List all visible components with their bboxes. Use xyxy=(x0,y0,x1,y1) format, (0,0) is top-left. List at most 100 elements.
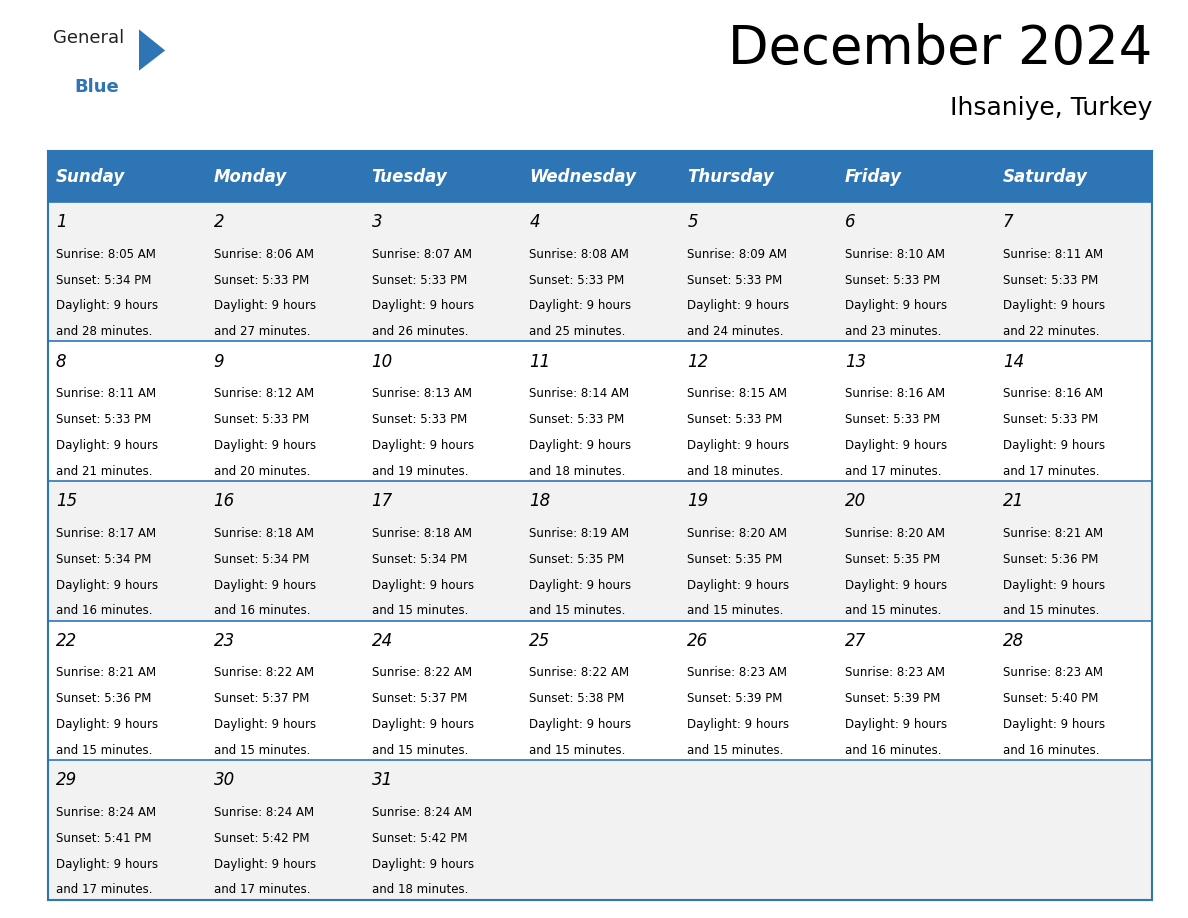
Text: and 15 minutes.: and 15 minutes. xyxy=(687,604,784,618)
Text: and 17 minutes.: and 17 minutes. xyxy=(214,883,310,897)
Text: 28: 28 xyxy=(1003,632,1024,650)
Text: Sunrise: 8:11 AM: Sunrise: 8:11 AM xyxy=(1003,248,1102,261)
Polygon shape xyxy=(139,29,165,71)
Text: Sunrise: 8:21 AM: Sunrise: 8:21 AM xyxy=(56,666,156,679)
Text: Sunset: 5:33 PM: Sunset: 5:33 PM xyxy=(845,274,940,286)
Text: Daylight: 9 hours: Daylight: 9 hours xyxy=(845,578,947,591)
Text: 5: 5 xyxy=(687,213,697,231)
Text: Sunrise: 8:24 AM: Sunrise: 8:24 AM xyxy=(372,806,472,819)
Text: 22: 22 xyxy=(56,632,77,650)
Text: and 15 minutes.: and 15 minutes. xyxy=(845,604,941,618)
Text: and 16 minutes.: and 16 minutes. xyxy=(56,604,152,618)
Text: Sunset: 5:33 PM: Sunset: 5:33 PM xyxy=(530,413,625,426)
Text: 12: 12 xyxy=(687,353,708,371)
Text: and 18 minutes.: and 18 minutes. xyxy=(372,883,468,897)
Text: Daylight: 9 hours: Daylight: 9 hours xyxy=(530,578,632,591)
Text: Sunrise: 8:20 AM: Sunrise: 8:20 AM xyxy=(687,527,788,540)
Text: 24: 24 xyxy=(372,632,393,650)
Text: Sunset: 5:36 PM: Sunset: 5:36 PM xyxy=(56,692,151,705)
Text: Sunrise: 8:19 AM: Sunrise: 8:19 AM xyxy=(530,527,630,540)
Text: Sunset: 5:33 PM: Sunset: 5:33 PM xyxy=(845,413,940,426)
Text: Sunset: 5:34 PM: Sunset: 5:34 PM xyxy=(372,553,467,565)
Text: Daylight: 9 hours: Daylight: 9 hours xyxy=(214,718,316,731)
Text: 14: 14 xyxy=(1003,353,1024,371)
Text: Daylight: 9 hours: Daylight: 9 hours xyxy=(530,718,632,731)
Text: Saturday: Saturday xyxy=(1003,168,1088,185)
Text: Blue: Blue xyxy=(75,78,120,96)
Text: 2: 2 xyxy=(214,213,225,231)
Text: Sunrise: 8:05 AM: Sunrise: 8:05 AM xyxy=(56,248,156,261)
Text: 13: 13 xyxy=(845,353,866,371)
FancyBboxPatch shape xyxy=(48,341,1152,481)
Text: Daylight: 9 hours: Daylight: 9 hours xyxy=(530,439,632,452)
Text: and 18 minutes.: and 18 minutes. xyxy=(530,465,626,478)
Text: Sunset: 5:34 PM: Sunset: 5:34 PM xyxy=(214,553,309,565)
Text: and 16 minutes.: and 16 minutes. xyxy=(214,604,310,618)
Text: Sunrise: 8:20 AM: Sunrise: 8:20 AM xyxy=(845,527,944,540)
Text: and 15 minutes.: and 15 minutes. xyxy=(687,744,784,757)
Text: Sunrise: 8:18 AM: Sunrise: 8:18 AM xyxy=(372,527,472,540)
Text: Sunset: 5:40 PM: Sunset: 5:40 PM xyxy=(1003,692,1098,705)
Text: Sunrise: 8:14 AM: Sunrise: 8:14 AM xyxy=(530,387,630,400)
Text: Sunrise: 8:22 AM: Sunrise: 8:22 AM xyxy=(372,666,472,679)
Text: Sunrise: 8:08 AM: Sunrise: 8:08 AM xyxy=(530,248,630,261)
Text: Sunrise: 8:18 AM: Sunrise: 8:18 AM xyxy=(214,527,314,540)
Text: Daylight: 9 hours: Daylight: 9 hours xyxy=(372,718,474,731)
Text: and 25 minutes.: and 25 minutes. xyxy=(530,325,626,339)
Text: Sunset: 5:36 PM: Sunset: 5:36 PM xyxy=(1003,553,1098,565)
Text: Sunrise: 8:24 AM: Sunrise: 8:24 AM xyxy=(214,806,314,819)
Text: Daylight: 9 hours: Daylight: 9 hours xyxy=(214,857,316,870)
Text: Sunset: 5:34 PM: Sunset: 5:34 PM xyxy=(56,274,151,286)
Text: 16: 16 xyxy=(214,492,235,510)
Text: Sunrise: 8:15 AM: Sunrise: 8:15 AM xyxy=(687,387,788,400)
Text: Sunset: 5:37 PM: Sunset: 5:37 PM xyxy=(372,692,467,705)
Text: 10: 10 xyxy=(372,353,393,371)
Text: Sunrise: 8:24 AM: Sunrise: 8:24 AM xyxy=(56,806,156,819)
Text: Sunday: Sunday xyxy=(56,168,125,185)
Text: Sunset: 5:33 PM: Sunset: 5:33 PM xyxy=(687,413,783,426)
Text: Sunset: 5:39 PM: Sunset: 5:39 PM xyxy=(845,692,941,705)
Text: Wednesday: Wednesday xyxy=(530,168,637,185)
Text: and 15 minutes.: and 15 minutes. xyxy=(530,744,626,757)
Text: and 15 minutes.: and 15 minutes. xyxy=(214,744,310,757)
Text: December 2024: December 2024 xyxy=(728,23,1152,75)
Text: 30: 30 xyxy=(214,771,235,789)
Text: Sunrise: 8:09 AM: Sunrise: 8:09 AM xyxy=(687,248,788,261)
Text: 31: 31 xyxy=(372,771,393,789)
Text: 29: 29 xyxy=(56,771,77,789)
Text: Sunset: 5:39 PM: Sunset: 5:39 PM xyxy=(687,692,783,705)
Text: and 15 minutes.: and 15 minutes. xyxy=(530,604,626,618)
Text: and 23 minutes.: and 23 minutes. xyxy=(845,325,941,339)
Text: and 15 minutes.: and 15 minutes. xyxy=(372,604,468,618)
Text: Daylight: 9 hours: Daylight: 9 hours xyxy=(845,718,947,731)
Text: 4: 4 xyxy=(530,213,541,231)
Text: Sunrise: 8:13 AM: Sunrise: 8:13 AM xyxy=(372,387,472,400)
Text: and 21 minutes.: and 21 minutes. xyxy=(56,465,152,478)
Text: 23: 23 xyxy=(214,632,235,650)
Text: Sunset: 5:35 PM: Sunset: 5:35 PM xyxy=(845,553,940,565)
Text: Daylight: 9 hours: Daylight: 9 hours xyxy=(845,439,947,452)
Text: 11: 11 xyxy=(530,353,550,371)
FancyBboxPatch shape xyxy=(48,151,1152,202)
Text: Tuesday: Tuesday xyxy=(372,168,447,185)
Text: and 16 minutes.: and 16 minutes. xyxy=(845,744,942,757)
Text: Sunrise: 8:16 AM: Sunrise: 8:16 AM xyxy=(845,387,946,400)
Text: 21: 21 xyxy=(1003,492,1024,510)
Text: Sunset: 5:33 PM: Sunset: 5:33 PM xyxy=(687,274,783,286)
Text: Sunrise: 8:23 AM: Sunrise: 8:23 AM xyxy=(845,666,944,679)
Text: 7: 7 xyxy=(1003,213,1013,231)
Text: Ihsaniye, Turkey: Ihsaniye, Turkey xyxy=(950,96,1152,120)
Text: Sunset: 5:33 PM: Sunset: 5:33 PM xyxy=(372,413,467,426)
Text: and 15 minutes.: and 15 minutes. xyxy=(372,744,468,757)
Text: Daylight: 9 hours: Daylight: 9 hours xyxy=(56,578,158,591)
Text: Daylight: 9 hours: Daylight: 9 hours xyxy=(687,718,789,731)
Text: Sunrise: 8:11 AM: Sunrise: 8:11 AM xyxy=(56,387,156,400)
Text: 25: 25 xyxy=(530,632,550,650)
Text: and 27 minutes.: and 27 minutes. xyxy=(214,325,310,339)
Text: Sunset: 5:33 PM: Sunset: 5:33 PM xyxy=(1003,274,1098,286)
Text: 27: 27 xyxy=(845,632,866,650)
Text: and 24 minutes.: and 24 minutes. xyxy=(687,325,784,339)
Text: Daylight: 9 hours: Daylight: 9 hours xyxy=(687,439,789,452)
Text: Daylight: 9 hours: Daylight: 9 hours xyxy=(687,578,789,591)
Text: Daylight: 9 hours: Daylight: 9 hours xyxy=(687,299,789,312)
